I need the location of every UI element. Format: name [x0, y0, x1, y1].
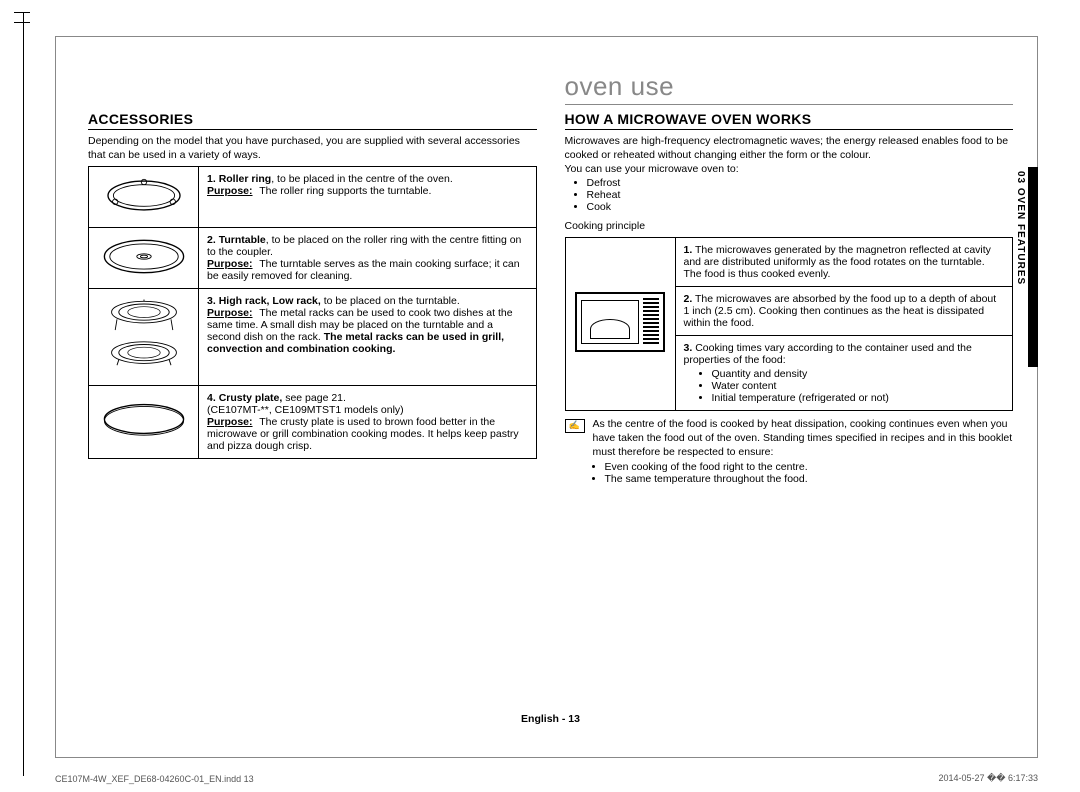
table-row: 1. Roller ring, to be placed in the cent… [89, 167, 537, 228]
oven-use-title: oven use [565, 71, 1014, 105]
cooking-principle-table: 1. The microwaves generated by the magne… [565, 237, 1014, 411]
list-item: The same temperature throughout the food… [605, 473, 1014, 485]
list-item: Defrost [587, 177, 1014, 189]
accessories-heading: ACCESSORIES [88, 111, 537, 130]
principle-3: 3. Cooking times vary according to the c… [675, 335, 1013, 410]
timestamp: 2014-05-27 �� 6:17:33 [938, 773, 1038, 784]
note-bullets: Even cooking of the food right to the ce… [565, 461, 1014, 485]
right-column: oven use HOW A MICROWAVE OVEN WORKS Micr… [565, 71, 1014, 485]
indd-filename: CE107M-4W_XEF_DE68-04260C-01_EN.indd 13 [55, 774, 254, 784]
table-row: 3. High rack, Low rack, to be placed on … [89, 289, 537, 386]
list-item: Reheat [587, 189, 1014, 201]
cooking-principle-label: Cooking principle [565, 219, 1014, 233]
accessories-table: 1. Roller ring, to be placed in the cent… [88, 166, 537, 459]
crusty-plate-icon [99, 401, 189, 441]
how-works-heading: HOW A MICROWAVE OVEN WORKS [565, 111, 1014, 130]
turntable-image [89, 228, 199, 289]
left-column: ACCESSORIES Depending on the model that … [88, 71, 537, 485]
racks-image [89, 289, 199, 386]
uses-intro: You can use your microwave oven to: [565, 162, 1014, 176]
how-works-intro: Microwaves are high-frequency electromag… [565, 134, 1014, 162]
principle-2: 2. The microwaves are absorbed by the fo… [675, 286, 1013, 335]
list-item: Water content [712, 380, 1005, 392]
racks-desc: 3. High rack, Low rack, to be placed on … [199, 289, 537, 386]
roller-ring-image [89, 167, 199, 228]
side-tab: 03 OVEN FEATURES [1014, 167, 1038, 367]
crop-mark-left [20, 12, 24, 776]
crusty-plate-desc: 4. Crusty plate, see page 21. (CE107MT-*… [199, 386, 537, 459]
principle-1: 1. The microwaves generated by the magne… [675, 237, 1013, 286]
list-item: Quantity and density [712, 368, 1005, 380]
table-row: 4. Crusty plate, see page 21. (CE107MT-*… [89, 386, 537, 459]
list-item: Cook [587, 201, 1014, 213]
note-text: As the centre of the food is cooked by h… [593, 417, 1014, 460]
microwave-icon [575, 292, 665, 352]
list-item: Initial temperature (refrigerated or not… [712, 392, 1005, 404]
accessories-intro: Depending on the model that you have pur… [88, 134, 537, 162]
roller-ring-desc: 1. Roller ring, to be placed in the cent… [199, 167, 537, 228]
list-item: Even cooking of the food right to the ce… [605, 461, 1014, 473]
turntable-desc: 2. Turntable, to be placed on the roller… [199, 228, 537, 289]
note-icon: ✍ [565, 419, 585, 433]
uses-list: Defrost Reheat Cook [565, 177, 1014, 213]
roller-ring-icon [99, 173, 189, 218]
side-tab-bar [1028, 167, 1038, 367]
page-frame: 03 OVEN FEATURES ACCESSORIES Depending o… [55, 36, 1038, 758]
table-row: 2. Turntable, to be placed on the roller… [89, 228, 537, 289]
crusty-plate-image [89, 386, 199, 459]
turntable-icon [99, 234, 189, 279]
side-tab-label: 03 OVEN FEATURES [1015, 171, 1026, 285]
microwave-diagram [565, 237, 675, 410]
note-row: ✍ As the centre of the food is cooked by… [565, 417, 1014, 460]
racks-icon [99, 295, 189, 376]
page-footer: English - 13 [88, 713, 1013, 725]
